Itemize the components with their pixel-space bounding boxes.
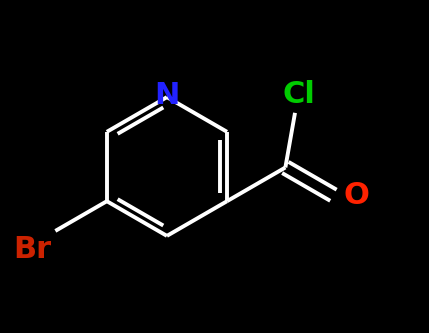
Text: O: O [343, 181, 369, 210]
Text: Cl: Cl [283, 80, 315, 109]
Text: N: N [154, 81, 180, 110]
Text: Br: Br [13, 235, 51, 264]
